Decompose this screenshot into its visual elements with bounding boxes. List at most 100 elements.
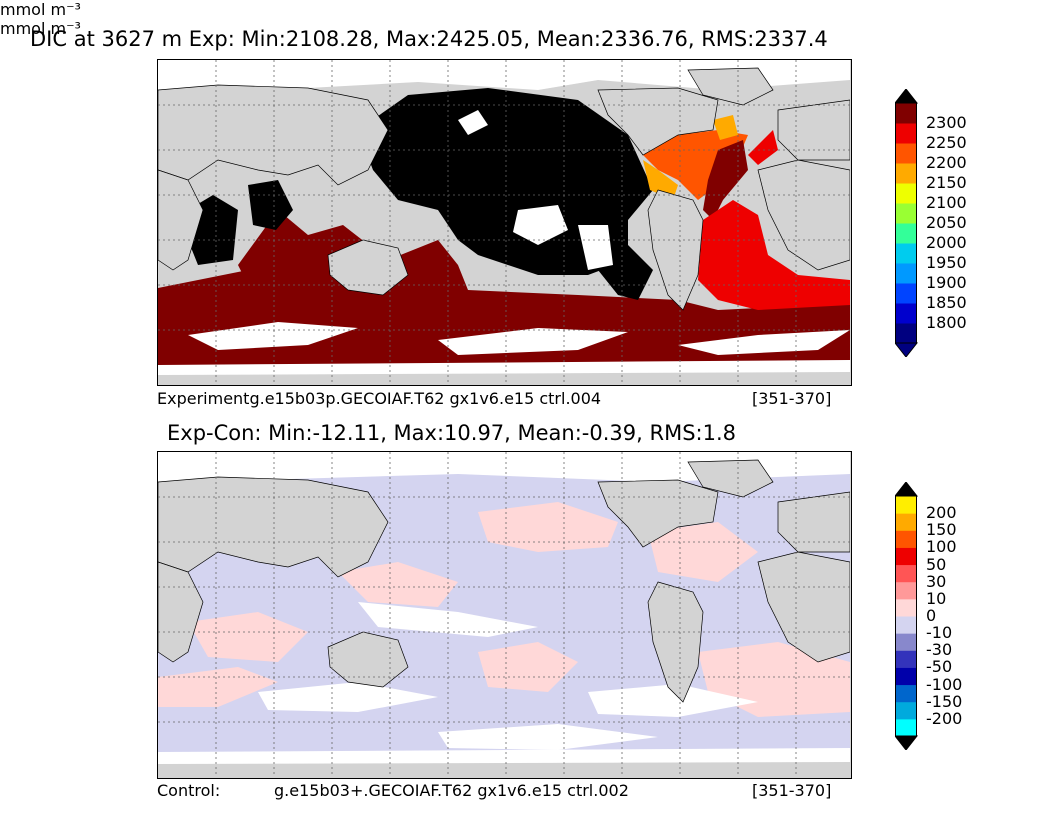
bottom-colorbar-tick-label: 10 bbox=[926, 588, 947, 608]
bottom-colorbar-tick-label: -10 bbox=[926, 623, 953, 643]
antarctic-land-bottom bbox=[158, 762, 850, 777]
bottom-colorbar-swatch-6 bbox=[895, 616, 917, 634]
bottom-colorbar-swatch-13 bbox=[895, 496, 917, 514]
indian-ocean-black-east bbox=[248, 180, 293, 230]
bottom-colorbar-tick-label: 30 bbox=[926, 571, 947, 591]
top-map-title: DIC at 3627 m Exp: Min:2108.28, Max:2425… bbox=[30, 27, 828, 51]
top-colorbar-swatch-11 bbox=[895, 103, 917, 124]
pacific-white-gap bbox=[458, 110, 488, 135]
europe-land bbox=[777, 99, 850, 161]
atlantic-dark-red-strip bbox=[703, 140, 748, 220]
south-america-land-b bbox=[647, 581, 704, 703]
top-colorbar-swatch-5 bbox=[895, 223, 917, 244]
bottom-colorbar-tick-label: -200 bbox=[926, 708, 963, 728]
top-colorbar-tick-label: 1850 bbox=[926, 293, 967, 312]
bottom-colorbar-swatch-11 bbox=[895, 530, 917, 548]
north-atlantic-orange bbox=[643, 130, 748, 200]
bottom-colorbar-tick-label: -100 bbox=[926, 674, 963, 694]
pacific-white-gap-south bbox=[513, 205, 568, 245]
bottom-colorbar-swatch-10 bbox=[895, 547, 917, 566]
bottom-colorbar-tick-label: -30 bbox=[926, 640, 953, 660]
pacific-pink-north bbox=[478, 502, 618, 552]
top-colorbar-swatch-1 bbox=[895, 303, 917, 324]
bottom-colorbar-tick-label: 50 bbox=[926, 554, 947, 574]
bottom-colorbar-tick-label: -150 bbox=[926, 691, 963, 711]
australia-land bbox=[327, 239, 409, 296]
bottom-years-caption: [351-370] bbox=[752, 781, 832, 800]
southern-ocean-dark-red bbox=[158, 255, 850, 384]
pacific-white-gap-east bbox=[578, 225, 613, 270]
bottom-colorbar-swatch-12 bbox=[895, 513, 917, 531]
southern-white-streak-3 bbox=[678, 330, 850, 355]
africa-east-land bbox=[757, 159, 850, 271]
white-band-2 bbox=[258, 682, 438, 712]
atlantic-orange-left bbox=[643, 160, 678, 200]
top-colorbar-swatch-3 bbox=[895, 263, 917, 284]
top-dic-map bbox=[157, 59, 852, 386]
bottom-map-title: Exp-Con: Min:-12.11, Max:10.97, Mean:-0.… bbox=[167, 421, 737, 445]
bottom-control-label: Control: bbox=[157, 781, 221, 800]
top-colorbar-strip bbox=[893, 88, 919, 358]
africa-east-land-b bbox=[757, 551, 850, 663]
top-colorbar-tick-label: 2050 bbox=[926, 213, 967, 232]
bottom-colorbar: 200 150 100 50 30 10 0 -10 -30 -50 -100 -150 -200 bbox=[893, 481, 962, 754]
top-colorbar-tick-label: 1900 bbox=[926, 273, 967, 292]
white-band-4 bbox=[438, 724, 658, 750]
top-colorbar-swatch-0 bbox=[895, 323, 917, 344]
bottom-colorbar-swatch-1 bbox=[895, 701, 917, 720]
top-colorbar-unit: mmol m⁻³ bbox=[0, 0, 81, 19]
bottom-colorbar-tick-label: 100 bbox=[926, 537, 957, 557]
south-america-land bbox=[647, 189, 704, 311]
arctic-white bbox=[158, 60, 850, 90]
bottom-colorbar-swatch-8 bbox=[895, 581, 917, 600]
white-band-1 bbox=[358, 602, 538, 637]
bottom-colorbar-swatch-9 bbox=[895, 564, 917, 583]
bottom-colorbar-swatch-0 bbox=[895, 718, 917, 737]
top-colorbar-tick-label: 2000 bbox=[926, 233, 967, 252]
top-experiment-caption: Experimentg.e15b03p.GECOIAF.T62 gx1v6.e1… bbox=[157, 389, 602, 408]
bottom-colorbar-swatch-5 bbox=[895, 633, 917, 651]
top-colorbar-swatch-7 bbox=[895, 183, 917, 204]
top-colorbar-tick-label: 2200 bbox=[926, 153, 967, 172]
bottom-colorbar-strip bbox=[893, 481, 919, 751]
bottom-colorbar-swatch-4 bbox=[895, 650, 917, 668]
europe-land-b bbox=[777, 491, 850, 553]
eurasia-land bbox=[158, 84, 389, 186]
labrador-orange bbox=[713, 115, 738, 140]
bottom-colorbar-swatch-3 bbox=[895, 667, 917, 686]
top-colorbar-swatch-4 bbox=[895, 243, 917, 264]
top-colorbar-swatch-2 bbox=[895, 283, 917, 304]
bottom-colorbar-tick-label: 0 bbox=[926, 606, 937, 625]
bottom-colorbar-tick-label: -50 bbox=[926, 657, 953, 677]
pacific-pink-mid bbox=[338, 562, 458, 607]
bottom-colorbar-tick-label: 150 bbox=[926, 520, 957, 540]
atlantic-red-tip bbox=[748, 130, 778, 165]
top-colorbar-swatch-9 bbox=[895, 143, 917, 164]
top-colorbar-tick-label: 2300 bbox=[926, 113, 967, 132]
top-colorbar-tick-label: 1800 bbox=[926, 313, 967, 332]
bottom-colorbar-over-triangle bbox=[893, 481, 919, 497]
greenland-land-b bbox=[687, 459, 774, 498]
top-colorbar-tick-label: 2150 bbox=[926, 173, 967, 192]
bottom-colorbar-tick-label: 200 bbox=[926, 503, 957, 523]
top-gridlines bbox=[158, 60, 850, 384]
eurasia-land-b bbox=[158, 476, 389, 578]
bottom-colorbar-under-triangle bbox=[893, 735, 919, 751]
bottom-control-caption: g.e15b03+.GECOIAF.T62 gx1v6.e15 ctrl.002 bbox=[274, 781, 629, 800]
arctic-white-bottom bbox=[158, 452, 850, 482]
south-atlantic-red bbox=[698, 200, 850, 310]
south-pacific-pink bbox=[478, 642, 578, 692]
greenland-land bbox=[687, 67, 774, 106]
bottom-colorbar-swatch-7 bbox=[895, 598, 917, 617]
australia-land-b bbox=[327, 631, 409, 688]
top-colorbar-under-triangle bbox=[893, 342, 919, 358]
bottom-difference-map bbox=[157, 451, 852, 779]
top-colorbar: 2300 2250 2200 2150 2100 2050 2000 1950 1900 1850… bbox=[893, 88, 967, 361]
top-colorbar-over-triangle bbox=[893, 88, 919, 104]
atlantic-pink-north bbox=[648, 522, 758, 582]
top-ocean-fields bbox=[158, 60, 850, 384]
top-colorbar-swatch-10 bbox=[895, 123, 917, 144]
top-colorbar-tick-label: 2250 bbox=[926, 133, 967, 152]
top-years-caption: [351-370] bbox=[752, 389, 832, 408]
bottom-gridlines bbox=[158, 452, 850, 777]
